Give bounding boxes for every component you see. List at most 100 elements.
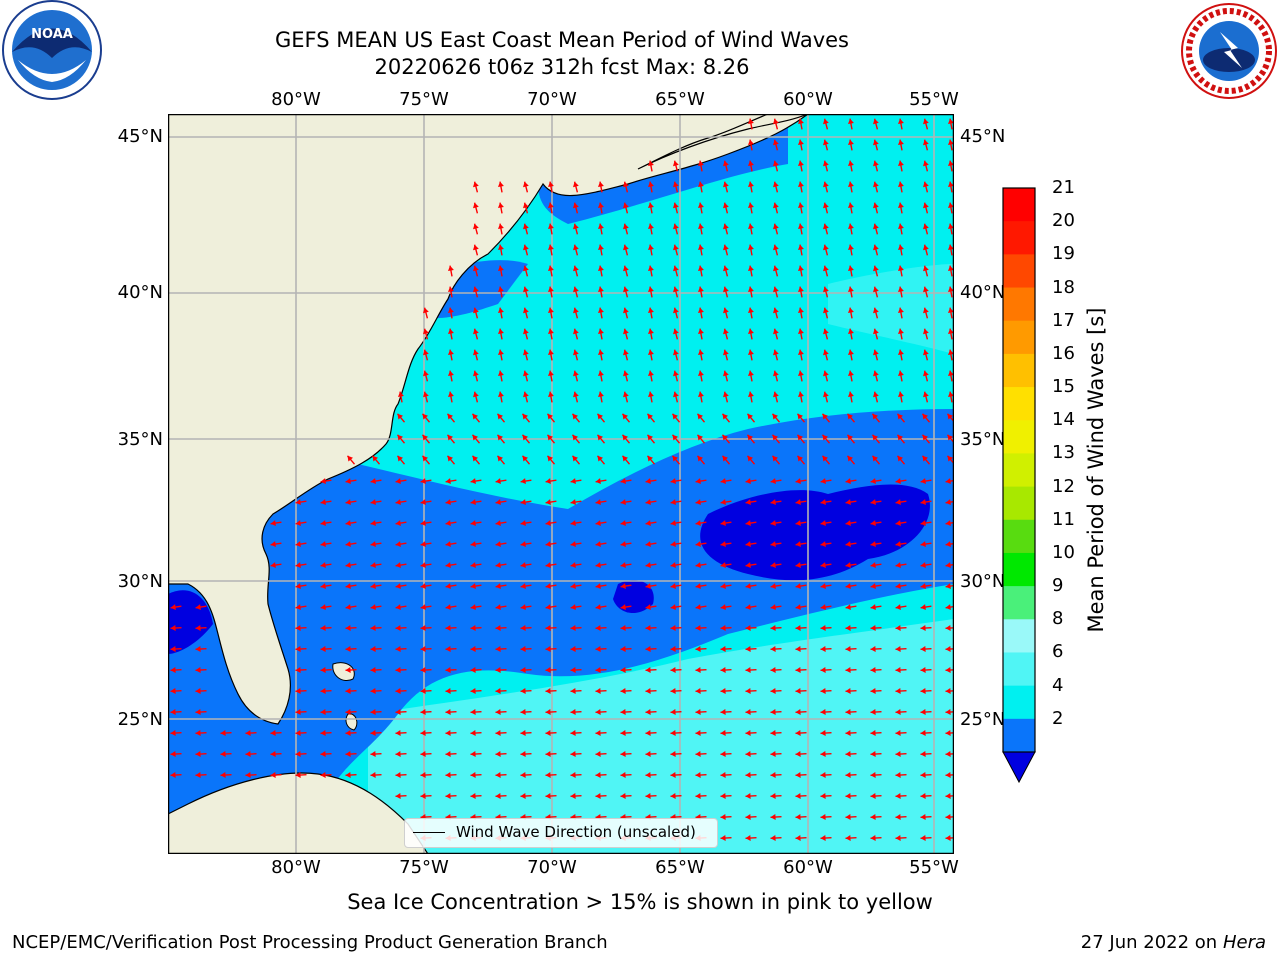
wind-wave-arrowhead	[870, 835, 876, 841]
wind-wave-arrowhead	[548, 307, 554, 313]
wind-wave-arrowhead	[495, 520, 501, 526]
wind-wave-arrowhead	[920, 646, 926, 652]
wind-wave-arrowhead	[473, 370, 479, 377]
wind-wave-arrowhead	[895, 625, 901, 631]
wind-wave-arrowhead	[845, 541, 851, 547]
wind-wave-arrowhead	[498, 244, 504, 250]
wind-wave-arrowhead	[895, 793, 901, 799]
wind-wave-arrowhead	[345, 562, 351, 568]
wind-wave-arrowhead	[620, 520, 626, 526]
wind-wave-arrowhead	[945, 751, 951, 757]
wind-wave-arrowhead	[698, 328, 704, 334]
wind-wave-arrowhead	[873, 139, 879, 146]
wind-wave-arrowhead	[645, 562, 651, 568]
wind-wave-arrowhead	[548, 286, 554, 292]
wind-wave-arrowhead	[945, 625, 951, 631]
wind-wave-arrowhead	[448, 370, 454, 376]
wind-wave-arrowhead	[895, 520, 901, 526]
wind-wave-arrowhead	[170, 709, 176, 715]
wind-wave-arrowhead	[395, 520, 401, 526]
wind-wave-arrowhead	[645, 520, 651, 526]
wind-wave-arrowhead	[698, 286, 704, 292]
wind-wave-arrowhead	[848, 160, 854, 166]
wind-wave-arrowhead	[445, 604, 451, 610]
lat-label-left: 40°N	[117, 282, 163, 303]
wind-wave-arrowhead	[395, 730, 401, 736]
wind-wave-arrowhead	[245, 772, 251, 778]
wind-wave-arrowhead	[773, 202, 779, 209]
wind-wave-arrowhead	[720, 667, 726, 673]
wind-wave-arrowhead	[795, 667, 801, 673]
wind-wave-arrowhead	[370, 625, 376, 631]
wind-wave-arrowhead	[945, 793, 951, 799]
wind-wave-arrowhead	[548, 328, 554, 334]
wind-wave-arrowhead	[745, 751, 751, 757]
wind-wave-arrowhead	[648, 349, 654, 355]
wind-wave-arrowhead	[195, 730, 201, 736]
wind-wave-arrowhead	[570, 583, 576, 589]
wind-wave-arrowhead	[397, 413, 403, 420]
wind-wave-arrowhead	[445, 772, 451, 778]
wind-wave-arrowhead	[423, 370, 429, 377]
wind-wave-arrowhead	[870, 751, 876, 757]
wind-wave-arrowhead	[820, 541, 826, 547]
wind-wave-arrowhead	[473, 181, 479, 188]
wind-wave-arrowhead	[745, 667, 751, 673]
wind-wave-arrowhead	[797, 434, 803, 441]
land-bahamas	[332, 662, 355, 681]
wind-wave-arrowhead	[445, 625, 451, 631]
wind-wave-arrowhead	[645, 709, 651, 715]
wind-wave-arrowhead	[320, 646, 326, 652]
lon-label-bottom: 70°W	[527, 857, 577, 878]
colorbar-tick-label: 17	[1052, 309, 1075, 331]
wind-wave-arrowhead	[545, 688, 551, 694]
wind-wave-arrowhead	[670, 499, 676, 505]
wind-wave-arrowhead	[473, 328, 479, 335]
period-0-2-region	[613, 580, 654, 614]
wind-wave-arrowhead	[720, 730, 726, 736]
wind-wave-arrowhead	[773, 391, 779, 398]
wind-wave-arrowhead	[773, 118, 779, 125]
wind-wave-arrowhead	[620, 541, 626, 547]
wind-wave-arrowhead	[873, 286, 879, 293]
wind-wave-arrowhead	[320, 520, 326, 526]
wind-wave-arrowhead	[920, 688, 926, 694]
wind-wave-arrowhead	[695, 751, 701, 757]
wind-wave-arrowhead	[598, 244, 604, 250]
wind-wave-arrowhead	[898, 223, 904, 229]
wind-wave-arrowhead	[645, 688, 651, 694]
wind-wave-arrowhead	[770, 499, 776, 505]
wind-wave-arrowhead	[848, 328, 854, 334]
wind-wave-arrowhead	[923, 370, 929, 377]
wind-wave-arrowhead	[448, 265, 454, 271]
colorbar-segment	[1003, 387, 1035, 421]
wind-wave-arrowhead	[748, 391, 754, 397]
wind-wave-arrowhead	[898, 244, 904, 250]
wind-wave-arrowhead	[545, 793, 551, 799]
producer-credit: NCEP/EMC/Verification Post Processing Pr…	[12, 932, 608, 953]
wind-wave-arrowhead	[873, 349, 879, 356]
wind-wave-arrowhead	[545, 604, 551, 610]
wind-wave-arrowhead	[722, 413, 728, 420]
wind-wave-arrowhead	[823, 349, 829, 356]
colorbar-tick-label: 10	[1052, 541, 1075, 563]
svg-text:NOAA: NOAA	[31, 27, 73, 42]
wind-wave-arrowhead	[295, 604, 301, 610]
wind-wave-arrowhead	[870, 793, 876, 799]
wind-wave-arrowhead	[470, 751, 476, 757]
wind-wave-arrowhead	[745, 562, 751, 568]
wind-wave-arrowhead	[495, 730, 501, 736]
wind-wave-arrowhead	[545, 562, 551, 568]
wind-wave-arrowhead	[748, 118, 754, 124]
colorbar-segment	[1003, 552, 1035, 587]
wind-wave-arrowhead	[523, 265, 529, 272]
wind-wave-arrowhead	[420, 709, 426, 715]
wind-wave-arrowhead	[820, 646, 826, 652]
wind-wave-arrowhead	[595, 541, 601, 547]
wind-wave-arrowhead	[645, 541, 651, 547]
wind-wave-arrowhead	[723, 328, 729, 335]
colorbar-tick-label: 13	[1052, 442, 1075, 464]
wind-wave-arrowhead	[623, 223, 629, 230]
wind-wave-arrowhead	[370, 520, 376, 526]
wind-wave-arrowhead	[445, 499, 451, 505]
